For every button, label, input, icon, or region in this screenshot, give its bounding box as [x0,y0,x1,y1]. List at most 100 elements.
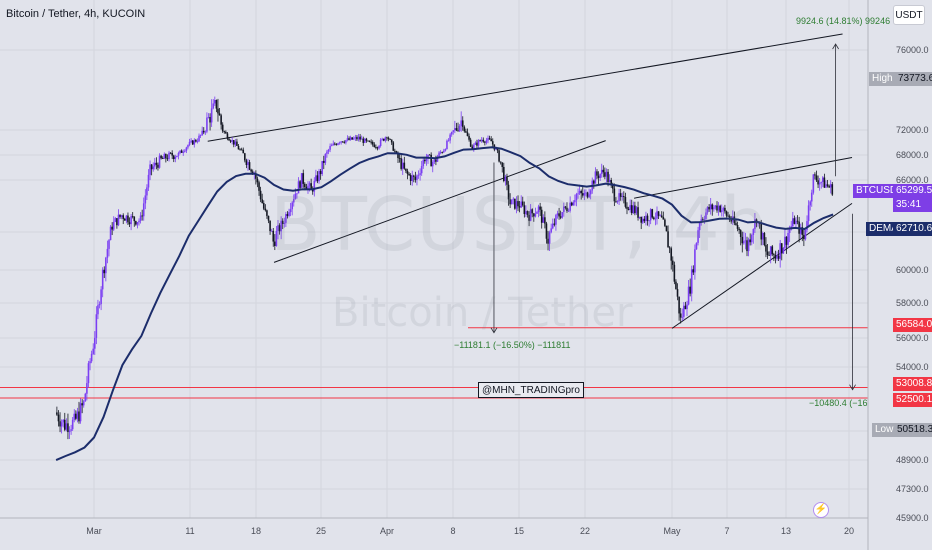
candle-body [185,147,188,151]
candle-body [695,242,698,250]
candle-body [144,195,147,204]
candle-body [619,193,622,198]
candle-body [466,132,469,137]
candle-body [689,286,691,294]
candle-body [334,143,336,145]
candle-body [630,205,633,214]
x-tick-label: Apr [380,526,394,536]
candle-body [578,190,581,194]
candle-body [139,215,142,221]
candle-body [621,196,624,198]
y-tick-label: 58000.0 [896,298,929,308]
candle-body [168,152,170,160]
candle-body [575,194,578,201]
candle-body [210,108,213,123]
symbol-watermark: BTCUSDT, 4h [270,182,769,268]
dema-badge-value: 62710.6 [893,222,932,236]
candle-body [640,216,643,223]
candle-body [604,172,606,177]
trendline [273,140,606,263]
candle-body [683,305,685,317]
candle-body [234,141,237,145]
candle-body [79,403,82,422]
candle-body [188,141,191,146]
candle-body [127,215,129,223]
candle-body [70,429,72,431]
candle-body [717,205,720,211]
measure-arrowhead [849,384,856,391]
candle-body [359,136,361,140]
candle-body [95,314,98,338]
candle-body [348,138,350,140]
candle-body [632,205,635,214]
candle-body [665,225,668,232]
candle-body [450,131,453,135]
measure-arrowhead [490,327,498,334]
down-measure-label-2: −10480.4 (−16.50%) −10 [809,398,868,408]
candle-body [548,232,551,244]
candle-body [128,222,131,225]
candle-body [787,232,789,245]
candle-body [750,234,753,243]
candle-body [278,225,281,232]
candle-body [531,209,534,214]
candle-body [768,254,770,256]
candle-body [146,187,148,196]
candle-body [117,214,120,226]
candle-body [275,230,278,246]
candle-body [602,169,605,173]
candle-body [345,140,347,143]
candle-body [545,223,548,239]
candle-body [463,126,466,132]
candle-body [780,243,783,254]
candle-body [400,158,402,169]
candle-body [774,254,777,259]
candle-body [248,162,251,170]
candle-body [305,187,308,190]
candle-body [510,199,513,205]
candle-body [365,138,368,141]
candle-body [177,153,180,156]
candle-body [773,254,775,256]
y-tick-label: 66000.0 [896,175,929,185]
lightning-icon[interactable]: ⚡ [813,502,829,518]
candle-body [160,155,162,159]
candle-body [455,128,458,131]
candle-body [240,149,243,151]
candle-body [150,164,153,170]
candle-body [706,206,709,213]
currency-button[interactable]: USDT [893,5,925,25]
candle-body [114,218,117,222]
candle-body [468,136,470,140]
y-tick-label: 60000.0 [896,265,929,275]
candle-body [529,209,532,221]
x-tick-label: 13 [781,526,791,536]
y-tick-label: 56000.0 [896,333,929,343]
candle-body [414,176,417,180]
low-badge-value: 50518.3 [894,423,932,437]
candle-body [518,206,521,208]
candle-body [184,150,186,152]
candle-body [454,128,456,131]
candle-body [221,124,224,132]
candle-body [804,229,807,240]
candle-body [411,175,414,181]
x-tick-label: 7 [724,526,729,536]
candle-body [422,159,425,167]
candle-body [296,193,298,195]
candle-body [776,255,778,259]
candle-body [315,175,317,181]
candle-body [375,147,377,148]
candle-body [785,236,788,245]
candle-body [600,169,603,174]
candle-body [111,226,113,230]
candle-body [498,150,500,162]
candle-body [507,184,510,200]
candle-body [469,139,472,147]
candle-body [564,206,567,208]
candle-body [163,153,166,159]
candle-body [406,170,409,174]
candle-body [204,131,207,133]
measure-tools [490,43,856,391]
